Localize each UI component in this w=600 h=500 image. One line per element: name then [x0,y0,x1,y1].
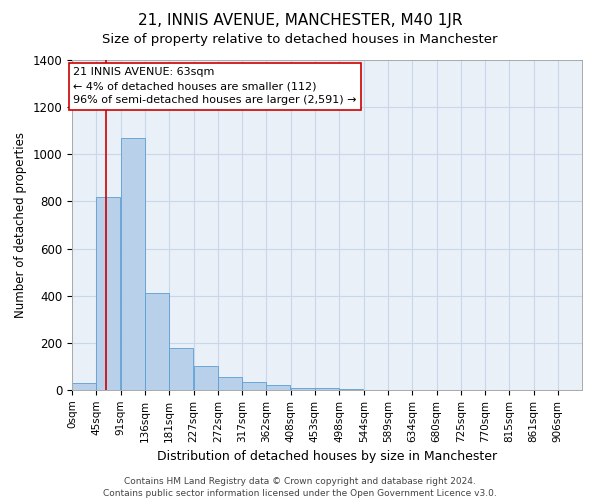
Bar [96,196,120,390]
Y-axis label: Number of detached properties: Number of detached properties [14,132,27,318]
Bar [121,138,145,390]
Bar [242,382,266,390]
Text: Contains HM Land Registry data © Crown copyright and database right 2024.
Contai: Contains HM Land Registry data © Crown c… [103,476,497,498]
Text: 21 INNIS AVENUE: 63sqm
← 4% of detached houses are smaller (112)
96% of semi-det: 21 INNIS AVENUE: 63sqm ← 4% of detached … [73,67,356,105]
Bar [291,388,315,390]
Text: 21, INNIS AVENUE, MANCHESTER, M40 1JR: 21, INNIS AVENUE, MANCHESTER, M40 1JR [138,12,462,28]
Text: Size of property relative to detached houses in Manchester: Size of property relative to detached ho… [102,32,498,46]
X-axis label: Distribution of detached houses by size in Manchester: Distribution of detached houses by size … [157,450,497,463]
Bar [169,348,193,390]
Bar [315,388,339,390]
Bar [218,377,242,390]
Bar [72,383,96,390]
Bar [266,386,290,390]
Bar [194,366,218,390]
Bar [339,389,363,390]
Bar [145,294,169,390]
